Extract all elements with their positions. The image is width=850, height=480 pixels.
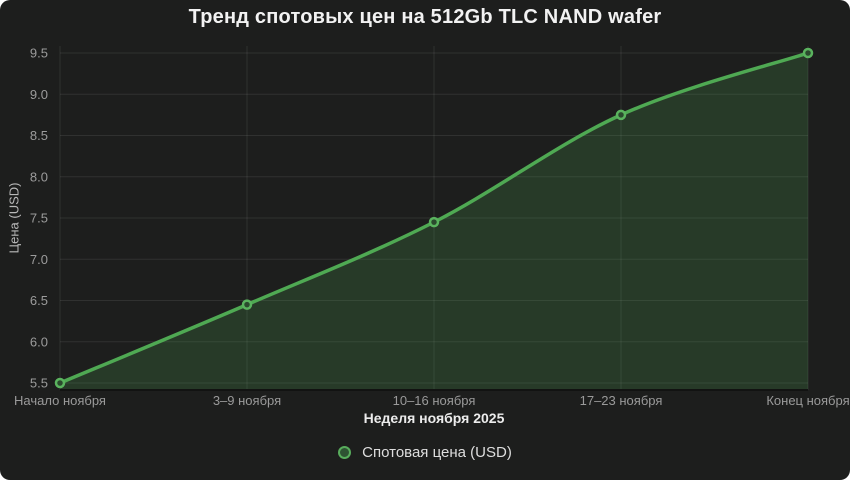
- x-tick-label: 3–9 ноября: [213, 393, 281, 408]
- data-point-marker: [428, 216, 440, 228]
- x-axis-title: Неделя ноября 2025: [363, 410, 505, 426]
- legend: Спотовая цена (USD): [0, 444, 850, 461]
- y-tick-label: 6.0: [30, 334, 48, 349]
- data-point-marker: [802, 47, 814, 59]
- y-tick-label: 8.5: [30, 128, 48, 143]
- y-tick-label: 6.5: [30, 293, 48, 308]
- legend-item-spot-price[interactable]: Спотовая цена (USD): [338, 444, 512, 461]
- y-tick-label: 9.5: [30, 46, 48, 61]
- y-tick-label: 5.5: [30, 376, 48, 391]
- x-tick-label: 17–23 ноября: [580, 393, 663, 408]
- data-point-marker: [54, 377, 66, 389]
- y-tick-label: 7.0: [30, 252, 48, 267]
- data-point-marker: [241, 299, 253, 310]
- data-point-marker: [615, 109, 627, 121]
- y-tick-label: 7.5: [30, 211, 48, 226]
- y-axis-title: Цена (USD): [6, 182, 22, 254]
- x-tick-label: Начало ноября: [14, 393, 106, 408]
- y-tick-label: 9.0: [30, 87, 48, 102]
- x-tick-label: Конец ноября: [766, 393, 849, 408]
- chart-title: Тренд спотовых цен на 512Gb TLC NAND waf…: [188, 6, 662, 28]
- legend-marker-icon: [338, 446, 352, 459]
- legend-item-label: Спотовая цена (USD): [362, 444, 512, 461]
- y-tick-label: 8.0: [30, 169, 48, 184]
- x-tick-label: 10–16 ноября: [393, 393, 476, 408]
